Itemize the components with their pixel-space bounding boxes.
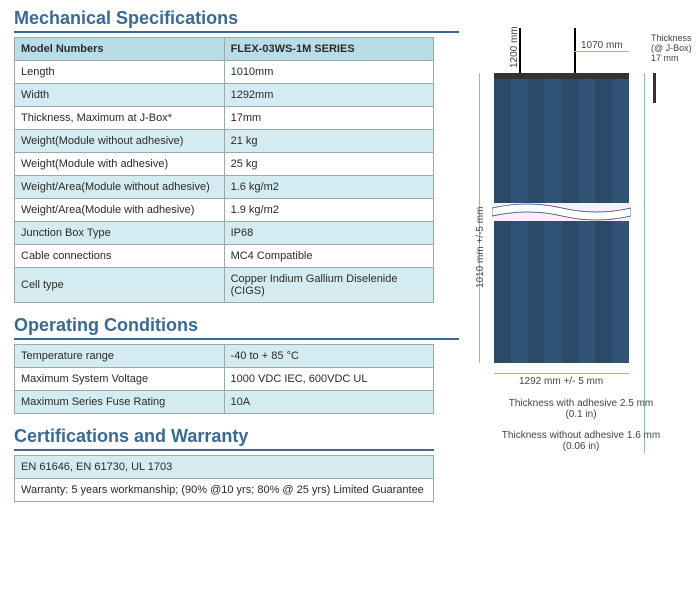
dim-line-top xyxy=(574,51,629,52)
edge-thickness-mark xyxy=(653,73,656,103)
table-cell-label: Cell type xyxy=(15,268,225,303)
dim-bottom-width: 1292 mm +/- 5 mm xyxy=(519,376,603,387)
table-row: Maximum System Voltage1000 VDC IEC, 600V… xyxy=(15,368,434,391)
table-row: Thickness, Maximum at J-Box*17mm xyxy=(15,107,434,130)
table-row: Maximum Series Fuse Rating10A xyxy=(15,391,434,414)
table-cell-value: 10A xyxy=(224,391,433,414)
table-cell-label: Weight(Module with adhesive) xyxy=(15,153,225,176)
table-cell: EN 61646, EN 61730, UL 1703 xyxy=(15,456,434,479)
table-cell-value: 1000 VDC IEC, 600VDC UL xyxy=(224,368,433,391)
table-row: Weight/Area(Module with adhesive)1.9 kg/… xyxy=(15,199,434,222)
table-cell-value: MC4 Compatible xyxy=(224,245,433,268)
table-row: Length1010mm xyxy=(15,61,434,84)
table-row: Cell typeCopper Indium Gallium Diselenid… xyxy=(15,268,434,303)
table-row: Weight/Area(Module without adhesive)1.6 … xyxy=(15,176,434,199)
table-cell-label: Length xyxy=(15,61,225,84)
panel-break-graphic xyxy=(492,203,631,221)
dim-height: 1010 mm +/-5 mm xyxy=(475,207,486,288)
table-cell-value: 1010mm xyxy=(224,61,433,84)
table-row: Cable connectionsMC4 Compatible xyxy=(15,245,434,268)
table-cell-label: Thickness, Maximum at J-Box* xyxy=(15,107,225,130)
jbox-thick-at: (@ J-Box) xyxy=(651,43,700,53)
dim-top-width: 1070 mm xyxy=(581,40,623,51)
table-cell-value: 21 kg xyxy=(224,130,433,153)
table-cell-label: Width xyxy=(15,84,225,107)
op-title: Operating Conditions xyxy=(14,315,459,340)
op-cond-table: Temperature range-40 to + 85 °CMaximum S… xyxy=(14,344,434,414)
table-row: EN 61646, EN 61730, UL 1703 xyxy=(15,456,434,479)
table-row: Temperature range-40 to + 85 °C xyxy=(15,345,434,368)
cert-table: EN 61646, EN 61730, UL 1703Warranty: 5 y… xyxy=(14,455,434,502)
table-cell-label: Maximum Series Fuse Rating xyxy=(15,391,225,414)
caption-thick-adh: Thickness with adhesive 2.5 mm (0.1 in) xyxy=(501,398,661,420)
dim-line-right xyxy=(644,73,645,453)
table-cell-value: 1.6 kg/m2 xyxy=(224,176,433,199)
table-cell-value: 1.9 kg/m2 xyxy=(224,199,433,222)
right-column: 1200 mm 1070 mm Thickness (@ J-Box) 17 m… xyxy=(459,8,684,508)
mech-title: Mechanical Specifications xyxy=(14,8,459,33)
table-row: Weight(Module without adhesive)21 kg xyxy=(15,130,434,153)
cert-title: Certifications and Warranty xyxy=(14,426,434,451)
table-cell-label: Maximum System Voltage xyxy=(15,368,225,391)
table-cell-value: FLEX-03WS-1M SERIES xyxy=(224,38,433,61)
jbox-thick-val: 17 mm xyxy=(651,53,700,63)
table-cell-value: 25 kg xyxy=(224,153,433,176)
table-cell-label: Junction Box Type xyxy=(15,222,225,245)
table-cell-value: Copper Indium Gallium Diselenide (CIGS) xyxy=(224,268,433,303)
table-row: Weight(Module with adhesive)25 kg xyxy=(15,153,434,176)
table-cell-label: Model Numbers xyxy=(15,38,225,61)
table-cell-label: Weight/Area(Module without adhesive) xyxy=(15,176,225,199)
table-cell-label: Weight/Area(Module with adhesive) xyxy=(15,199,225,222)
table-cell: Warranty: 5 years workmanship; (90% @10 … xyxy=(15,479,434,502)
table-row: Width1292mm xyxy=(15,84,434,107)
table-cell-value: IP68 xyxy=(224,222,433,245)
table-row: Model NumbersFLEX-03WS-1M SERIES xyxy=(15,38,434,61)
table-cell-label: Weight(Module without adhesive) xyxy=(15,130,225,153)
table-row: Warranty: 5 years workmanship; (90% @10 … xyxy=(15,479,434,502)
table-cell-value: 17mm xyxy=(224,107,433,130)
table-row: Junction Box TypeIP68 xyxy=(15,222,434,245)
panel-diagram: 1200 mm 1070 mm Thickness (@ J-Box) 17 m… xyxy=(459,8,684,508)
jbox-thickness-box: Thickness (@ J-Box) 17 mm xyxy=(651,33,700,63)
table-cell-label: Temperature range xyxy=(15,345,225,368)
left-column: Mechanical Specifications Model NumbersF… xyxy=(14,8,459,508)
table-cell-label: Cable connections xyxy=(15,245,225,268)
jbox-thick-label: Thickness xyxy=(651,33,700,43)
caption-thick-noadh: Thickness without adhesive 1.6 mm (0.06 … xyxy=(496,430,666,452)
dim-line-bottom xyxy=(494,373,629,374)
table-cell-value: 1292mm xyxy=(224,84,433,107)
table-cell-value: -40 to + 85 °C xyxy=(224,345,433,368)
dim-wire-length: 1200 mm xyxy=(509,26,520,68)
mech-spec-table: Model NumbersFLEX-03WS-1M SERIESLength10… xyxy=(14,37,434,303)
